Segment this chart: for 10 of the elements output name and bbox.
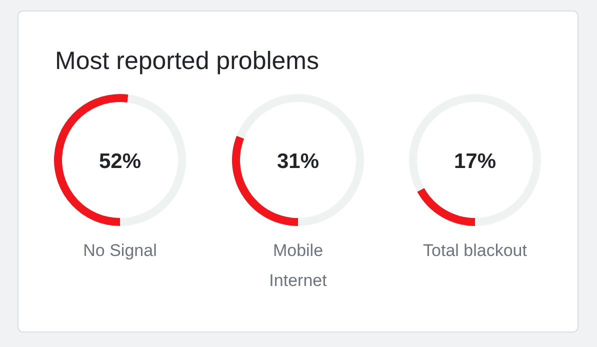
donut-slice (409, 94, 541, 226)
data-label: 17% (454, 150, 496, 173)
chart-title: Most reported problems (55, 47, 320, 75)
slice-label: Mobile Internet (269, 241, 328, 290)
slice-label: Total blackout (423, 241, 528, 260)
donut-slice (236, 94, 364, 226)
data-label: 31% (276, 150, 320, 173)
donut-slice (417, 188, 475, 226)
data-label: 52% (98, 150, 142, 173)
slice-label: No Signal (83, 241, 157, 260)
